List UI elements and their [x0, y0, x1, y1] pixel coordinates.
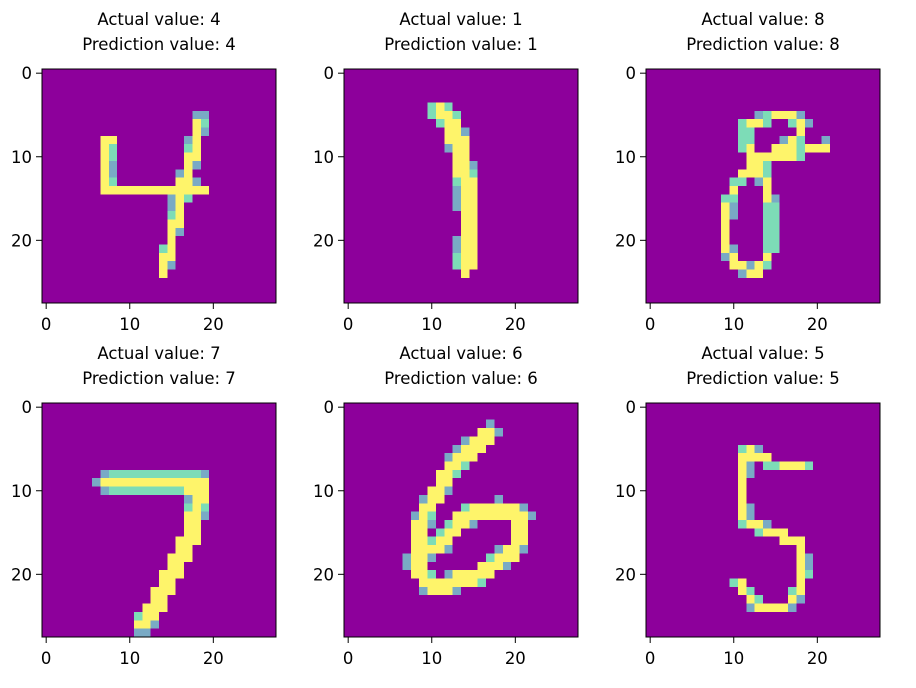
- y-tick-label: 10: [11, 482, 32, 501]
- x-tick-label: 0: [41, 649, 52, 668]
- digit-panel: Actual value: 4 Prediction value: 4 0 10 20 0…: [11, 10, 277, 334]
- panel-title-actual: Actual value: 5: [701, 344, 824, 363]
- y-tick-label: 10: [615, 148, 636, 167]
- y-tick-label: 20: [615, 231, 636, 250]
- y-tick-label: 10: [313, 148, 334, 167]
- x-tick-label: 10: [723, 315, 744, 334]
- y-tick-label: 0: [626, 64, 637, 83]
- panel-title-prediction: Prediction value: 5: [686, 369, 840, 388]
- y-tick-label: 0: [626, 398, 637, 417]
- axes-frame: [645, 68, 881, 304]
- y-tick-label: 10: [313, 482, 334, 501]
- panel-title-prediction: Prediction value: 6: [384, 369, 538, 388]
- axes-frame: [343, 402, 579, 638]
- x-tick-label: 20: [807, 315, 828, 334]
- y-tick-label: 0: [22, 398, 33, 417]
- panel-title-actual: Actual value: 7: [97, 344, 220, 363]
- x-tick-label: 20: [203, 315, 224, 334]
- panel-title-prediction: Prediction value: 4: [82, 35, 236, 54]
- x-tick-label: 0: [645, 649, 656, 668]
- digit-image: [646, 403, 880, 637]
- y-tick-label: 0: [22, 64, 33, 83]
- panel-title-prediction: Prediction value: 8: [686, 35, 840, 54]
- panel-title-actual: Actual value: 4: [97, 10, 220, 29]
- digit-panel: Actual value: 7 Prediction value: 7 0 10 20 0…: [11, 344, 277, 668]
- y-tick-label: 20: [11, 565, 32, 584]
- digit-image: [344, 69, 578, 303]
- y-tick-label: 20: [11, 231, 32, 250]
- y-tick-label: 0: [324, 64, 335, 83]
- panel-title-prediction: Prediction value: 7: [82, 369, 236, 388]
- axes-frame: [41, 68, 277, 304]
- x-tick-label: 10: [421, 649, 442, 668]
- panel-title-actual: Actual value: 8: [701, 10, 824, 29]
- panel-title-actual: Actual value: 6: [399, 344, 522, 363]
- digit-image: [42, 69, 276, 303]
- y-tick-label: 20: [313, 231, 334, 250]
- x-tick-label: 0: [343, 649, 354, 668]
- digit-panel: Actual value: 8 Prediction value: 8 0 10 20 0…: [615, 10, 881, 334]
- digit-image: [646, 69, 880, 303]
- y-tick-label: 0: [324, 398, 335, 417]
- digit-panel: Actual value: 5 Prediction value: 5 0 10 20 0…: [615, 344, 881, 668]
- x-tick-label: 10: [119, 315, 140, 334]
- x-tick-label: 20: [807, 649, 828, 668]
- digit-panel: Actual value: 1 Prediction value: 1 0 10 20 0…: [313, 10, 579, 334]
- x-tick-label: 0: [41, 315, 52, 334]
- y-tick-label: 20: [313, 565, 334, 584]
- panel-title-prediction: Prediction value: 1: [384, 35, 538, 54]
- axes-frame: [645, 402, 881, 638]
- x-tick-label: 0: [645, 315, 656, 334]
- x-tick-label: 20: [505, 315, 526, 334]
- axes-frame: [343, 68, 579, 304]
- x-tick-label: 20: [505, 649, 526, 668]
- x-tick-label: 0: [343, 315, 354, 334]
- digit-image: [42, 403, 276, 637]
- x-tick-label: 10: [421, 315, 442, 334]
- panel-title-actual: Actual value: 1: [399, 10, 522, 29]
- x-tick-label: 10: [119, 649, 140, 668]
- y-tick-label: 20: [615, 565, 636, 584]
- digit-image: [344, 403, 578, 637]
- axes-frame: [41, 402, 277, 638]
- y-tick-label: 10: [11, 148, 32, 167]
- digit-panel: Actual value: 6 Prediction value: 6 0 10 20 0…: [313, 344, 579, 668]
- x-tick-label: 20: [203, 649, 224, 668]
- y-tick-label: 10: [615, 482, 636, 501]
- x-tick-label: 10: [723, 649, 744, 668]
